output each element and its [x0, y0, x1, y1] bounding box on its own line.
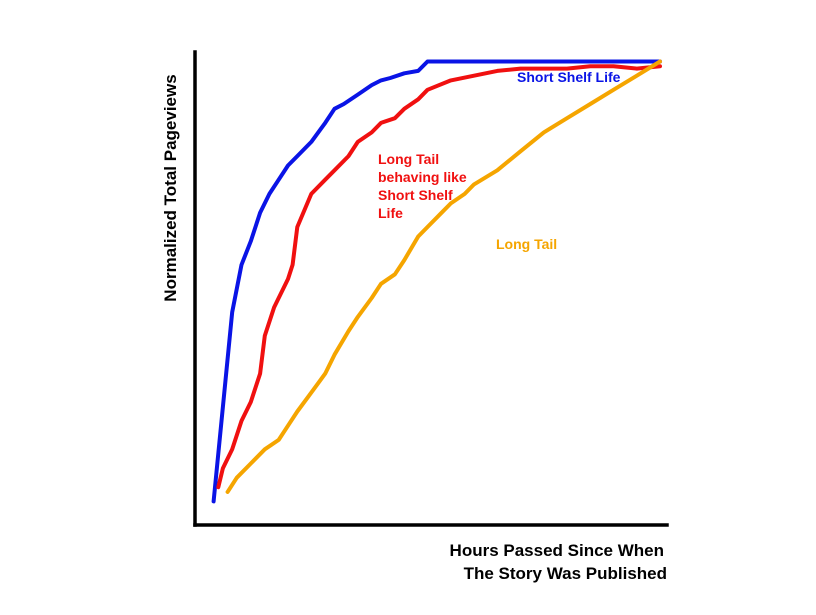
series-line-long-tail-behaving-like-short-shelf-life	[216, 64, 662, 490]
x-axis-title-line-2: The Story Was Published	[464, 564, 667, 583]
x-axis-title-line-1: Hours Passed Since When	[450, 541, 664, 560]
series-label-line: Long Tail	[378, 151, 439, 167]
series-label-long-tail-behaving-like-short-shelf-life: Long Tail behaving like Short Shelf Life	[378, 151, 467, 221]
series-label-line: Life	[378, 205, 403, 221]
series-line-long-tail	[225, 59, 662, 494]
axes-layer	[193, 50, 669, 527]
y-axis-title: Normalized Total Pageviews	[161, 74, 180, 301]
labels-layer: Short Shelf Life Long Tail behaving like Sh…	[378, 69, 621, 252]
series-label-line: Short Shelf Life	[517, 69, 621, 85]
series-label-line: Short Shelf	[378, 187, 453, 203]
series-label-short-shelf-life: Short Shelf Life	[517, 69, 621, 85]
series-label-line: behaving like	[378, 169, 467, 185]
series-label-line: Long Tail	[496, 236, 557, 252]
series-layer	[211, 59, 662, 504]
series-line-short-shelf-life	[211, 59, 662, 504]
series-label-long-tail: Long Tail	[496, 236, 557, 252]
